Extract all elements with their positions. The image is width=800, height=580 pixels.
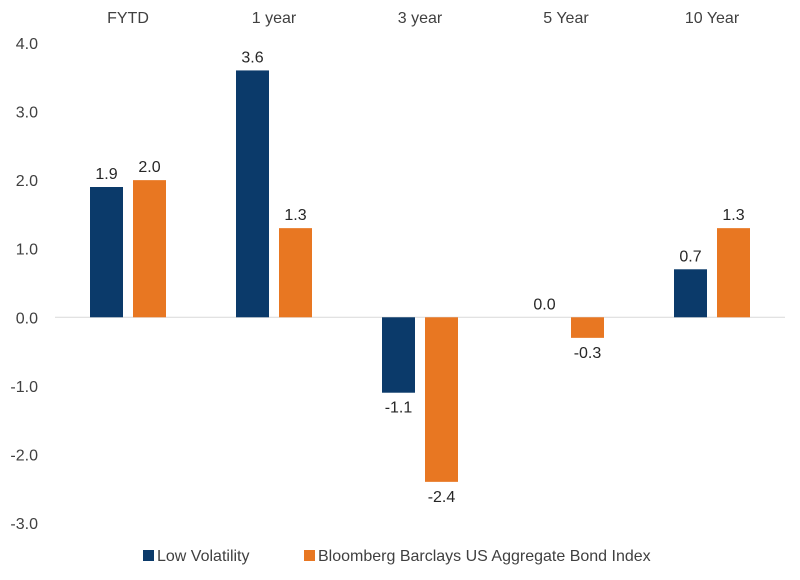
legend-swatch: [143, 550, 154, 561]
bar-bond-index: [571, 317, 604, 338]
data-label: 0.0: [533, 296, 555, 313]
category-label: 10 Year: [685, 10, 740, 27]
y-axis: 4.0 3.0 2.0 1.0 0.0 -1.0 -2.0 -3.0: [10, 36, 38, 533]
category-label: 1 year: [252, 10, 297, 27]
data-label: 0.7: [679, 248, 701, 265]
data-label: 1.3: [722, 207, 744, 224]
legend-swatch: [304, 550, 315, 561]
legend-label: Low Volatility: [157, 548, 250, 565]
data-label: 2.0: [138, 159, 160, 176]
bar-bond-index: [279, 228, 312, 318]
legend-label: Bloomberg Barclays US Aggregate Bond Ind…: [318, 548, 651, 565]
category-label: 5 Year: [543, 10, 589, 27]
y-tick-label: 4.0: [16, 36, 38, 53]
legend: Low Volatility Bloomberg Barclays US Aggr…: [143, 548, 651, 565]
bar-low-volatility: [382, 317, 415, 393]
category-axis: FYTD 1 year 3 year 5 Year 10 Year: [107, 10, 740, 27]
category-label: 3 year: [398, 10, 443, 27]
y-tick-label: 3.0: [16, 105, 38, 122]
y-tick-label: -2.0: [10, 447, 38, 464]
y-tick-label: -1.0: [10, 379, 38, 396]
data-label: -0.3: [574, 345, 602, 362]
bar-low-volatility: [236, 70, 269, 318]
y-tick-label: -3.0: [10, 516, 38, 533]
data-label: 1.9: [95, 166, 117, 183]
bar-series-group: [90, 70, 750, 482]
data-label-group: 1.9 3.6 -1.1 0.0 0.7 2.0 1.3 -2.4 -0.3 1.3: [95, 49, 744, 505]
bar-bond-index: [425, 317, 458, 482]
y-tick-label: 0.0: [16, 310, 38, 327]
data-label: 1.3: [284, 207, 306, 224]
bar-bond-index: [717, 228, 750, 318]
bar-bond-index: [133, 180, 166, 318]
category-label: FYTD: [107, 10, 149, 27]
data-label: 3.6: [241, 49, 263, 66]
data-label: -2.4: [428, 489, 456, 506]
bar-low-volatility: [90, 187, 123, 318]
data-label: -1.1: [385, 400, 413, 417]
y-tick-label: 1.0: [16, 242, 38, 259]
bar-low-volatility: [674, 269, 707, 318]
y-tick-label: 2.0: [16, 173, 38, 190]
